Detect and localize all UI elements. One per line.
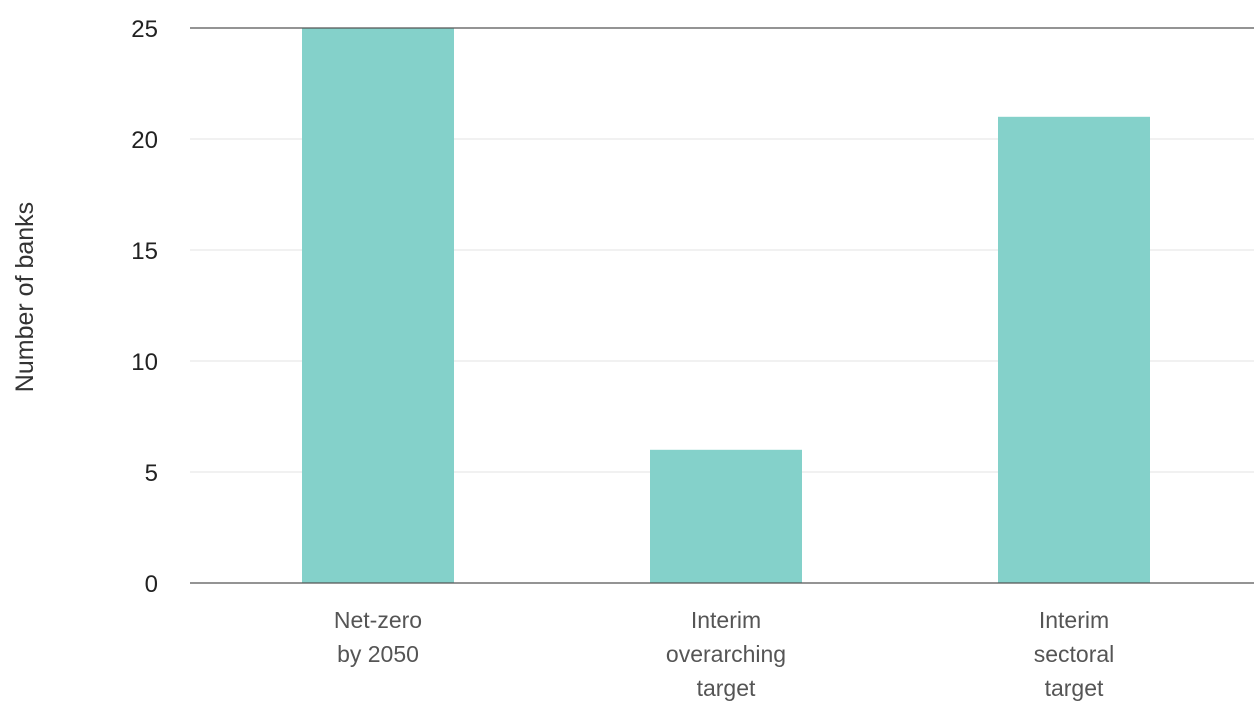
x-tick-labels: Net-zero by 2050 Interim overarching target I… — [334, 607, 1114, 701]
x-tick-label: Net-zero — [334, 607, 422, 633]
y-tick-label: 0 — [145, 571, 158, 598]
y-tick-labels: 0 5 10 15 20 25 — [131, 16, 158, 598]
y-tick-label: 15 — [131, 238, 158, 265]
axes — [190, 27, 1254, 584]
bar — [650, 449, 802, 583]
bar — [302, 28, 454, 583]
y-axis-label: Number of banks — [11, 202, 39, 392]
x-tick-label: sectoral — [1034, 641, 1115, 667]
x-tick-label: by 2050 — [337, 641, 419, 667]
bars — [302, 28, 1150, 584]
y-tick-label: 25 — [131, 16, 158, 43]
y-tick-label: 20 — [131, 127, 158, 154]
bar — [998, 116, 1150, 584]
x-tick-label: target — [697, 675, 756, 701]
x-tick-label: Interim — [1039, 607, 1109, 633]
y-tick-label: 10 — [131, 349, 158, 376]
x-tick-label: overarching — [666, 641, 786, 667]
x-tick-label: target — [1045, 675, 1104, 701]
y-tick-label: 5 — [145, 460, 158, 487]
x-tick-label: Interim — [691, 607, 761, 633]
